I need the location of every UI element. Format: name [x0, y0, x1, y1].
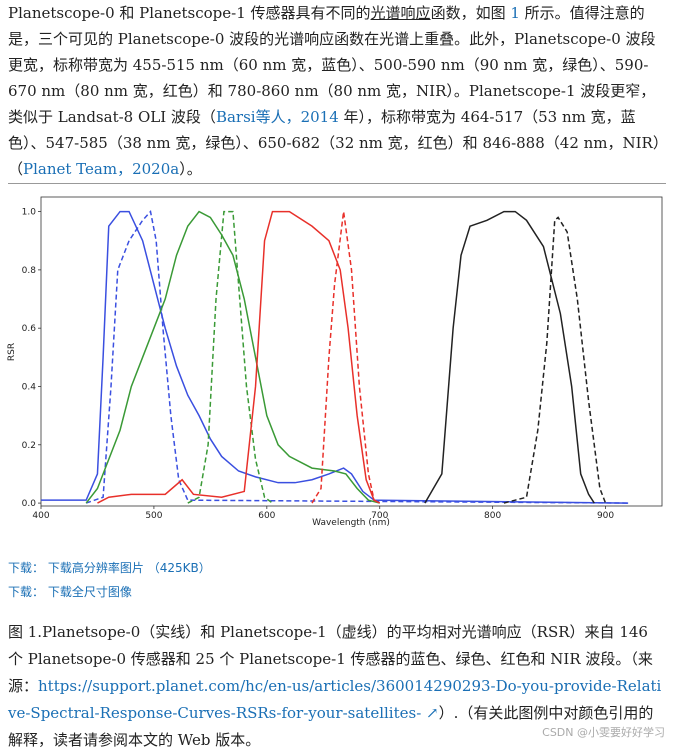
- chart: Wavelength (nm) RSR 400 500 600 700 800 900 0.…: [7, 196, 663, 528]
- y-tick-label: 0.0: [22, 499, 37, 509]
- rsr-curve: [97, 210, 381, 504]
- rsr-curve: [187, 210, 273, 504]
- source-link[interactable]: https://support.planet.com/hc/en-us/arti…: [8, 677, 662, 722]
- y-tick-label: 0.8: [22, 266, 37, 276]
- download-row: 下载： 下载高分辨率图片 （425KB）: [8, 556, 211, 580]
- rsr-curve: [85, 210, 380, 504]
- y-tick-label: 0.6: [22, 324, 37, 334]
- rsr-curve: [311, 211, 381, 504]
- download-row: 下载： 下载全尺寸图像: [8, 580, 211, 604]
- text: ）。: [179, 160, 202, 178]
- rsr-curve: [85, 209, 629, 504]
- text: Planetscope-0 和 Planetscope-1 传感器具有不同的: [8, 4, 371, 22]
- citation-link[interactable]: Planet Team，2020a: [23, 160, 180, 178]
- paragraph: Planetscope-0 和 Planetscope-1 传感器具有不同的光谱…: [8, 0, 663, 182]
- download-prefix: 下载：: [8, 561, 45, 575]
- divider: [8, 183, 666, 184]
- download-link[interactable]: 下载全尺寸图像: [47, 585, 132, 599]
- caption-text: 图 1.Planetsope-0（实线）和 Planetscope-1（虚线）的…: [8, 623, 653, 695]
- x-axis-label: Wavelength (nm): [312, 518, 390, 528]
- text: 年），标称带宽为 464-517（53 nm 宽，蓝色）、547-585（38 …: [8, 108, 661, 178]
- y-tick-label: 0.2: [22, 441, 36, 451]
- y-tick-label: 1.0: [22, 208, 37, 218]
- x-tick-label: 800: [484, 511, 501, 521]
- citation-link[interactable]: Barsi等人，2014: [215, 108, 339, 126]
- x-tick-label: 400: [32, 511, 49, 521]
- y-tick-label: 0.4: [22, 382, 37, 392]
- rsr-curve: [424, 210, 595, 504]
- text: 所示。值得注意的是，三个可见的 Planetscope-0 波段的光谱响应函数在…: [8, 4, 656, 126]
- x-tick-label: 900: [597, 511, 614, 521]
- term: 光谱响应: [370, 4, 431, 22]
- figure-link[interactable]: 1: [510, 4, 520, 22]
- downloads: 下载： 下载高分辨率图片 （425KB） 下载： 下载全尺寸图像: [8, 556, 211, 604]
- watermark: CSDN @小雯要好好学习: [542, 726, 665, 739]
- rsr-curve: [503, 216, 607, 504]
- download-prefix: 下载：: [8, 585, 45, 599]
- plot-frame: [40, 196, 663, 507]
- y-axis-label: RSR: [7, 343, 17, 361]
- x-tick-label: 700: [371, 511, 388, 521]
- text: 函数，如图: [430, 4, 511, 22]
- download-link[interactable]: 下载高分辨率图片: [47, 561, 144, 575]
- rsr-curve: [41, 210, 629, 504]
- caption-text: ）.（有关此图例中对颜色引用的解释，读者请参阅本文的 Web 版本。: [8, 704, 654, 748]
- x-tick-label: 500: [145, 511, 162, 521]
- x-tick-label: 600: [258, 511, 275, 521]
- file-size: （425KB）: [147, 561, 211, 575]
- caption: 图 1.Planetsope-0（实线）和 Planetscope-1（虚线）的…: [8, 619, 663, 748]
